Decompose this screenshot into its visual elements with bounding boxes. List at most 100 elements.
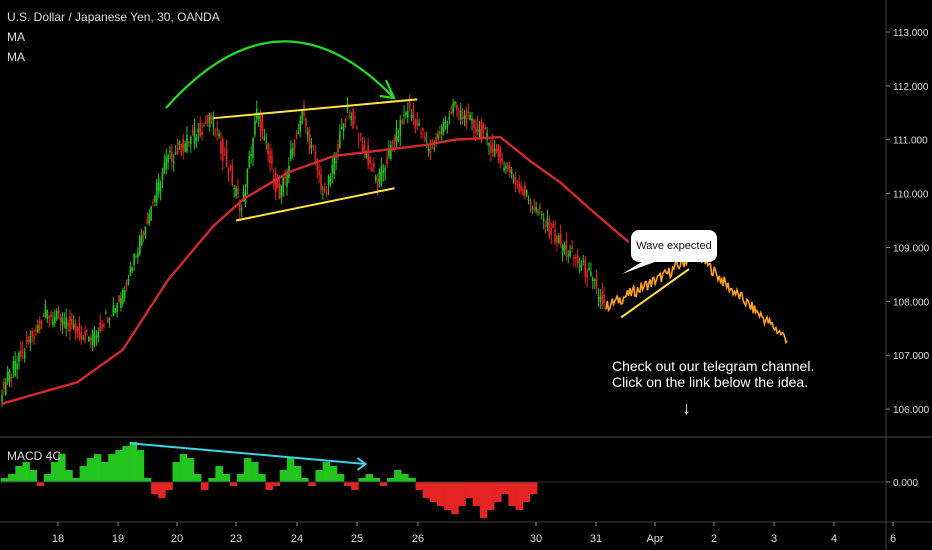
- candle-body: [169, 150, 171, 152]
- candle-body: [578, 266, 581, 268]
- macd-bar: [243, 458, 252, 482]
- candle-body: [142, 232, 145, 236]
- candle-body: [512, 178, 515, 180]
- candle-body: [465, 112, 468, 127]
- candle-body: [337, 144, 339, 153]
- macd-bar: [251, 462, 259, 482]
- candle-body: [63, 321, 66, 324]
- macd-bar: [322, 462, 331, 482]
- y-tick-label: 109.000: [893, 243, 930, 254]
- candle-body: [159, 183, 162, 192]
- candle-body: [369, 156, 371, 164]
- macd-bar: [386, 478, 395, 482]
- candle-body: [469, 115, 471, 121]
- candle-body: [463, 115, 466, 119]
- candle-body: [23, 352, 26, 359]
- candle-body: [342, 123, 345, 131]
- candle-body: [386, 157, 388, 164]
- candle-body: [371, 167, 373, 171]
- candle-body: [233, 187, 235, 189]
- candle-body: [367, 145, 369, 165]
- candle-body: [67, 323, 69, 327]
- candle-body: [161, 172, 164, 181]
- candle-body: [312, 149, 315, 151]
- candle-body: [108, 318, 111, 320]
- macd-bar: [358, 478, 366, 482]
- candle-body: [95, 335, 98, 338]
- candle-body: [203, 125, 205, 127]
- candle-body: [208, 113, 211, 128]
- macd-bar: [501, 482, 509, 494]
- candle-body: [599, 297, 602, 302]
- candle-body: [229, 164, 232, 169]
- candle-body: [503, 167, 505, 171]
- y-tick-label: 106.000: [893, 405, 930, 416]
- candle-body: [595, 277, 598, 287]
- candle-body: [197, 128, 200, 133]
- candle-body: [603, 294, 605, 304]
- telegram-note-line-2: Click on the link below the idea.: [612, 374, 809, 390]
- candle-body: [50, 314, 52, 317]
- candle-body: [125, 282, 128, 287]
- candle-body: [357, 137, 360, 139]
- candle-body: [397, 137, 400, 140]
- x-tick-label: 23: [230, 533, 242, 545]
- candle-body: [425, 139, 428, 141]
- macd-divergence-line: [129, 442, 366, 465]
- candle-body: [138, 236, 141, 255]
- candle-body: [461, 116, 464, 119]
- candle-body: [86, 330, 88, 332]
- candle-body: [382, 169, 385, 173]
- candle-body: [44, 304, 47, 317]
- macd-bar: [515, 482, 524, 510]
- candle-body: [222, 138, 224, 161]
- macd-bar: [522, 482, 531, 502]
- macd-bar: [65, 470, 73, 482]
- candle-body: [352, 109, 354, 129]
- candle-body: [59, 315, 62, 322]
- candle-body: [267, 143, 269, 155]
- macd-bar: [29, 470, 38, 482]
- macd-bar: [408, 478, 416, 482]
- chart-title: U.S. Dollar / Japanese Yen, 30, OANDA: [7, 10, 220, 24]
- candle-body: [448, 116, 451, 120]
- candle-body: [335, 161, 337, 163]
- x-tick-label: 3: [771, 533, 777, 545]
- candle-body: [580, 264, 583, 268]
- candle-body: [265, 141, 268, 143]
- candle-body: [471, 118, 473, 121]
- macd-bar: [415, 482, 423, 490]
- candle-body: [429, 146, 432, 154]
- candle-body: [167, 155, 169, 163]
- candle-body: [427, 148, 430, 152]
- y-tick-label: 108.000: [893, 297, 930, 308]
- candle-body: [284, 176, 286, 178]
- macd-bar: [151, 482, 159, 494]
- candle-body: [129, 266, 132, 276]
- macd-histogram: [1, 442, 538, 518]
- candle-body: [276, 178, 279, 189]
- candle-body: [263, 136, 266, 141]
- macd-bar: [365, 474, 373, 482]
- candle-body: [250, 154, 252, 157]
- candle-body: [593, 279, 596, 281]
- candle-body: [418, 123, 420, 126]
- candle-body: [591, 277, 594, 281]
- callout-pointer: [622, 260, 660, 274]
- macd-divergence-arrowhead: [356, 457, 368, 471]
- x-tick-label: 6: [890, 533, 896, 545]
- macd-bar: [222, 474, 230, 482]
- macd-bar: [315, 470, 323, 482]
- candle-body: [452, 103, 454, 113]
- candle-body: [486, 132, 488, 140]
- candle-body: [21, 349, 24, 351]
- candle-body: [69, 316, 71, 332]
- candle-body: [541, 214, 543, 216]
- candle-body: [80, 333, 83, 340]
- macd-bar: [351, 482, 359, 490]
- candle-body: [48, 316, 50, 318]
- candle-body: [122, 290, 124, 304]
- macd-bar: [379, 482, 388, 486]
- candle-body: [184, 143, 186, 152]
